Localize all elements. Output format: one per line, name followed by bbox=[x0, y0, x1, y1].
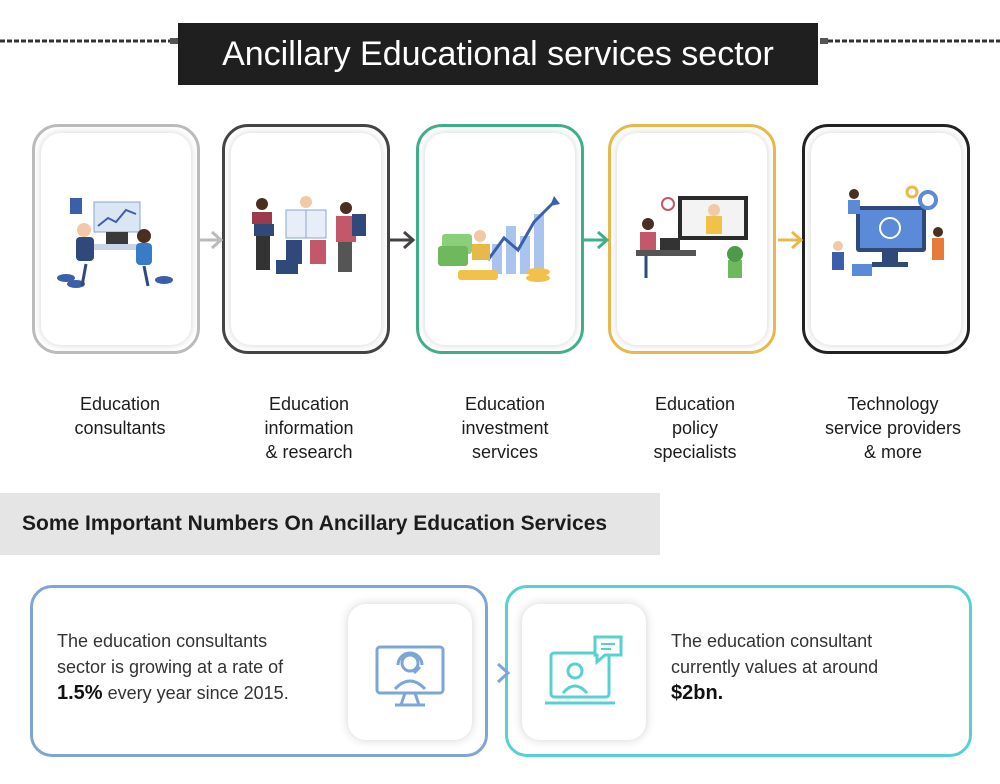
step-card-policy bbox=[608, 124, 776, 354]
stat-highlight-growth: 1.5% bbox=[57, 682, 103, 704]
step-label-policy: Education policy specialists bbox=[653, 394, 737, 462]
step-card-technology bbox=[802, 124, 970, 354]
chain-decoration-left bbox=[0, 38, 178, 44]
step-label-investment: Education investment services bbox=[461, 394, 549, 462]
flow-arrow bbox=[778, 230, 804, 250]
stat-highlight-value: $2bn. bbox=[671, 682, 724, 704]
step-label-consultants: Education consultants bbox=[74, 394, 166, 438]
technology-service-icon bbox=[832, 185, 944, 276]
numbers-heading: Some Important Numbers On Ancillary Educ… bbox=[0, 493, 660, 555]
flow-arrow bbox=[584, 230, 610, 250]
step-card-research bbox=[222, 124, 390, 354]
stat-icon-card-value bbox=[522, 604, 646, 740]
step-card-investment bbox=[416, 124, 584, 354]
step-label-research: Education information & research bbox=[264, 394, 354, 462]
policy-presentation-icon bbox=[636, 196, 748, 278]
step-card-consultants bbox=[32, 124, 200, 354]
page-title: Ancillary Educational services sector bbox=[178, 23, 818, 85]
flow-arrow bbox=[390, 230, 416, 250]
video-chat-icon bbox=[545, 635, 623, 705]
stat-icon-card-growth bbox=[348, 604, 472, 740]
stat-text-value: The education consultant currently value… bbox=[671, 631, 879, 704]
step-label-technology: Technology service providers & more bbox=[824, 394, 962, 462]
consultant-meeting-icon bbox=[57, 198, 173, 288]
research-people-icon bbox=[252, 196, 366, 274]
stat-connector-arrow bbox=[496, 662, 511, 684]
chain-decoration-right bbox=[820, 38, 1000, 44]
investment-growth-icon bbox=[438, 196, 560, 282]
stat-text-growth: The education consultants sector is grow… bbox=[57, 631, 289, 704]
headset-support-icon bbox=[375, 645, 445, 707]
flow-arrow bbox=[198, 230, 224, 250]
